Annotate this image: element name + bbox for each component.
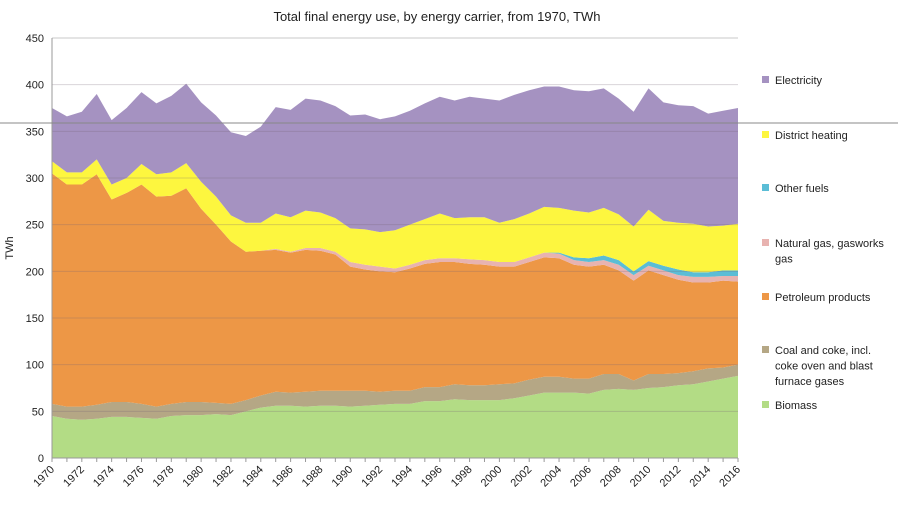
y-tick-label: 100 [26,360,44,372]
legend-swatch [762,401,769,408]
legend-item: Electricity [762,75,823,87]
legend-swatch [762,76,769,83]
area-district-heating [52,159,738,273]
y-tick-label: 200 [26,266,44,278]
gridlines [52,37,738,412]
x-tick-label: 1972 [61,464,87,490]
y-tick-label: 350 [26,126,44,138]
x-tick-label: 1978 [151,464,177,490]
x-tick-label: 1990 [330,464,356,490]
legend-label: Petroleum products [775,292,871,304]
x-tick-label: 1996 [419,464,445,490]
area-petroleum-products [52,173,738,407]
legend-label: Electricity [775,75,823,87]
legend-item: District heating [762,130,848,142]
y-tick-label: 250 [26,220,44,232]
x-tick-label: 1982 [210,464,236,490]
legend-label: Other fuels [775,183,829,195]
x-tick-label: 1980 [180,464,206,490]
legend-label: Coal and coke, incl. [775,345,871,357]
x-tick-label: 1992 [359,464,385,490]
y-axis-label: TWh [4,236,16,259]
x-tick-label: 1994 [389,464,415,490]
x-tick-label: 2014 [687,464,713,490]
areas [52,83,738,458]
x-tick-label: 2000 [479,464,505,490]
y-tick-label: 50 [32,406,44,418]
legend-swatch [762,346,769,353]
y-tick-label: 450 [26,33,44,45]
x-tick-label: 2002 [509,464,535,490]
x-tick-label: 1998 [449,464,475,490]
x-tick-label: 1974 [91,464,117,490]
legend-item: Coal and coke, incl. coke oven and blast f… [762,345,873,388]
legend-item: Natural gas, gasworks gas [762,238,884,266]
legend-label: coke oven and blast [775,361,873,373]
area-coal-and-coke-incl-coke-oven-and-blast-furnace-gases [52,364,738,420]
legend-label: District heating [775,130,848,142]
legend-label: gas [775,254,793,266]
x-tick-label: 2006 [568,464,594,490]
x-tick-label: 1988 [300,464,326,490]
legend-label: Biomass [775,400,818,412]
area-electricity [52,83,738,233]
x-tick-label: 2004 [538,464,564,490]
y-tick-label: 0 [38,453,44,465]
y-tick-label: 150 [26,313,44,325]
legend-item: Petroleum products [762,292,871,304]
x-tick-label: 2016 [717,464,743,490]
chart-title: Total final energy use, by energy carrie… [273,9,600,24]
legend: Electricity District heating Other fuels Na… [762,75,884,412]
legend-swatch [762,184,769,191]
legend-item: Biomass [762,400,818,412]
legend-swatch [762,131,769,138]
x-tick-label: 1986 [270,464,296,490]
legend-item: Other fuels [762,183,829,195]
x-tick-label: 1970 [31,464,57,490]
x-tick-label: 2008 [598,464,624,490]
legend-label: Natural gas, gasworks [775,238,884,250]
legend-label: furnace gases [775,376,845,388]
legend-swatch [762,293,769,300]
area-biomass [52,375,738,458]
x-tick-label: 1976 [121,464,147,490]
x-tick-label: 2012 [658,464,684,490]
y-tick-label: 300 [26,173,44,185]
legend-swatch [762,239,769,246]
x-tick-label: 1984 [240,464,266,490]
x-tick-label: 2010 [628,464,654,490]
y-tick-label: 400 [26,80,44,92]
